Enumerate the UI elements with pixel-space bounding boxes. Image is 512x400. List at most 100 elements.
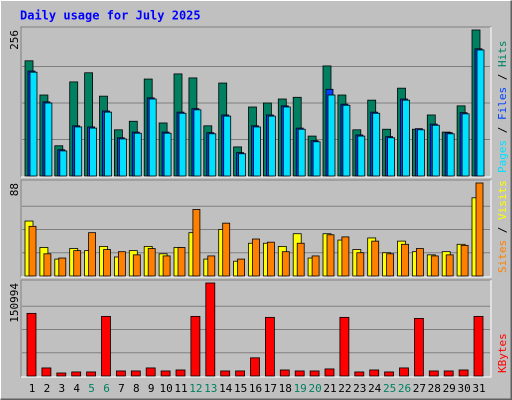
bar	[399, 367, 409, 377]
plot-bevel	[21, 27, 492, 178]
bar	[193, 109, 202, 177]
bar	[356, 252, 365, 277]
bar	[41, 367, 52, 377]
bar	[130, 370, 141, 377]
bar	[89, 127, 97, 177]
legend-entry: Sites	[496, 240, 509, 273]
bar	[56, 372, 67, 377]
bar	[475, 182, 484, 277]
bar	[162, 255, 171, 277]
legend-entry: Pages	[496, 140, 509, 173]
bar	[252, 238, 260, 277]
bar	[294, 370, 305, 377]
bar	[148, 98, 157, 177]
x-tick-label: 8	[133, 382, 140, 395]
bar	[192, 209, 201, 277]
x-tick-label: 24	[368, 382, 382, 395]
bar	[235, 370, 246, 377]
bar	[163, 132, 172, 177]
bar	[384, 371, 395, 377]
bar	[341, 236, 350, 277]
bar	[223, 115, 232, 177]
legend-separator: /	[496, 67, 509, 87]
x-tick-label: 7	[118, 382, 125, 395]
x-tick-label: 5	[88, 382, 95, 395]
x-tick-label: 23	[353, 382, 366, 395]
bar	[44, 102, 53, 177]
bar	[104, 111, 112, 177]
x-tick-label: 25	[383, 382, 396, 395]
x-tick-label: 9	[148, 382, 155, 395]
bar	[431, 124, 440, 177]
x-tick-label: 18	[279, 382, 292, 395]
x-tick-label: 4	[73, 382, 80, 395]
y-tick-label: 150994	[8, 283, 21, 323]
bar	[279, 369, 290, 377]
bar	[443, 370, 454, 377]
x-tick-label: 29	[443, 382, 456, 395]
bar	[208, 133, 217, 177]
bar	[282, 106, 291, 177]
chart-title: Daily usage for July 2025	[20, 9, 201, 23]
bar	[309, 370, 320, 377]
x-tick-label: 2	[44, 382, 51, 395]
bar	[387, 137, 396, 177]
bar	[86, 371, 96, 377]
legend-entry: Files	[496, 87, 509, 120]
bar	[147, 248, 156, 277]
x-tick-label: 15	[234, 382, 247, 395]
bar	[327, 94, 336, 177]
bar	[116, 370, 126, 377]
x-tick-label: 11	[174, 382, 187, 395]
legend-entry: Hits	[496, 41, 509, 68]
x-tick-label: 12	[189, 382, 202, 395]
bar	[132, 254, 141, 277]
bar	[28, 225, 37, 277]
bar	[237, 258, 246, 277]
x-tick-label: 30	[457, 382, 470, 395]
y-tick-label: 256	[8, 30, 21, 50]
y-tick-label: 88	[8, 183, 21, 196]
bar	[58, 257, 67, 277]
bar	[74, 126, 83, 177]
bar	[267, 115, 276, 177]
bar	[207, 255, 216, 277]
bar	[118, 251, 126, 277]
bar	[250, 357, 260, 377]
bar	[473, 315, 484, 377]
bar	[101, 315, 111, 377]
x-tick-label: 21	[323, 382, 336, 395]
bar	[175, 369, 186, 377]
x-tick-label: 27	[413, 382, 426, 395]
bar	[26, 312, 37, 377]
bar	[190, 315, 201, 377]
x-tick-label: 17	[264, 382, 277, 395]
bar	[119, 138, 127, 177]
bar	[342, 104, 351, 177]
bar	[296, 242, 305, 277]
bar	[29, 71, 38, 177]
bar	[372, 112, 381, 177]
bar	[476, 49, 485, 177]
bar	[416, 129, 425, 177]
bar	[238, 153, 247, 177]
bar	[386, 253, 395, 277]
plot-bevel	[21, 280, 492, 378]
bar	[264, 316, 275, 377]
bar	[324, 368, 335, 377]
legend-separator: /	[496, 120, 509, 140]
x-tick-label: 20	[308, 382, 321, 395]
bar	[446, 133, 455, 177]
legend-entry: KBytes	[496, 333, 509, 373]
bar	[220, 370, 231, 377]
bar	[145, 367, 156, 377]
x-tick-label: 1	[29, 382, 36, 395]
bar	[430, 255, 439, 277]
bar	[311, 255, 320, 277]
bar	[369, 369, 380, 377]
x-tick-label: 14	[219, 382, 233, 395]
bar	[73, 250, 82, 277]
x-tick-label: 22	[338, 382, 351, 395]
x-tick-label: 28	[428, 382, 441, 395]
